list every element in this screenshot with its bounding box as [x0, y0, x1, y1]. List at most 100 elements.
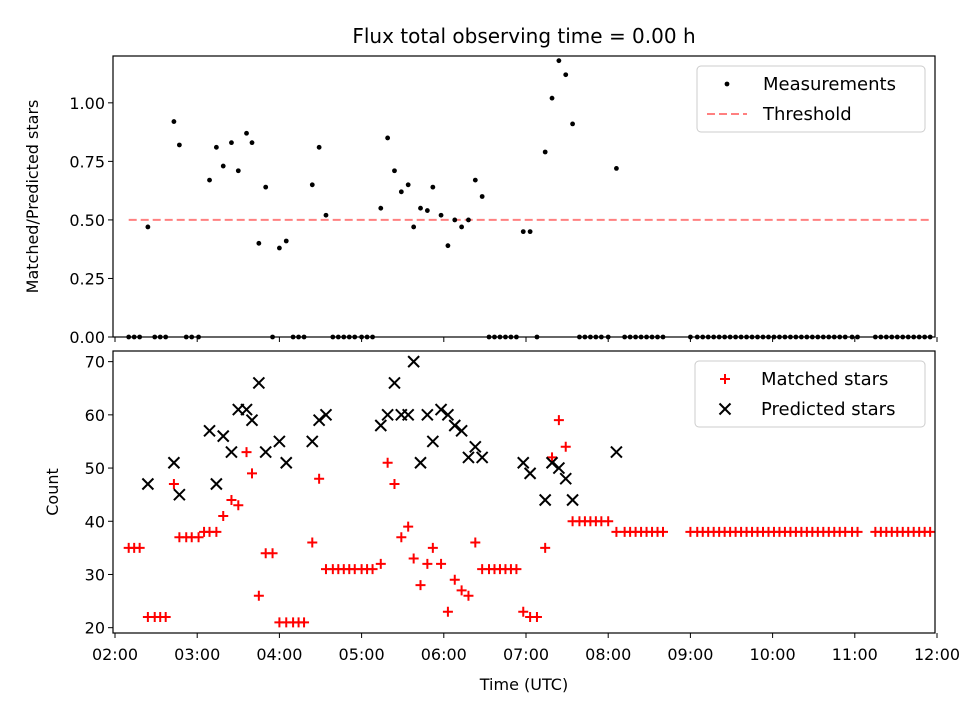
- data-point: [545, 456, 559, 469]
- data-point: [462, 451, 475, 464]
- data-point: [925, 526, 936, 537]
- data-point: [415, 580, 426, 591]
- data-point: [531, 612, 542, 623]
- data-point: [552, 461, 566, 475]
- data-point: [603, 516, 614, 527]
- plot-frame: [112, 55, 936, 338]
- data-point: [724, 81, 730, 87]
- data-point: [167, 456, 181, 469]
- data-point: [280, 456, 293, 469]
- y-tick-label: 0.75: [69, 152, 105, 171]
- data-point: [381, 408, 394, 422]
- data-point: [283, 238, 289, 244]
- y-tick-label: 70: [85, 353, 105, 372]
- data-point: [375, 558, 386, 569]
- data-point: [459, 224, 465, 230]
- y-tick-label: 20: [85, 619, 105, 638]
- data-point: [463, 590, 474, 601]
- data-point: [145, 224, 151, 230]
- data-point: [319, 408, 333, 422]
- data-point: [398, 189, 404, 195]
- data-point: [456, 585, 467, 596]
- data-point: [614, 166, 619, 171]
- data-point: [374, 419, 387, 432]
- data-point: [430, 184, 436, 190]
- data-point: [378, 205, 384, 211]
- y-tick-label: 0.25: [69, 269, 105, 288]
- data-point: [207, 177, 212, 183]
- data-point: [259, 445, 272, 459]
- data-point: [273, 435, 286, 448]
- data-point: [511, 564, 522, 575]
- data-point: [563, 72, 569, 78]
- data-point: [225, 445, 238, 459]
- y-tick-label: 30: [85, 565, 105, 584]
- data-point: [610, 445, 623, 459]
- data-point: [720, 374, 730, 384]
- y-tick-label: 40: [85, 512, 105, 531]
- y-tick-label: 60: [85, 406, 105, 425]
- data-point: [309, 182, 315, 188]
- data-point: [470, 537, 481, 548]
- data-point: [527, 229, 533, 235]
- data-point: [475, 451, 489, 464]
- data-point: [407, 355, 420, 368]
- data-point: [134, 542, 145, 553]
- data-point: [427, 542, 438, 553]
- data-point: [312, 413, 326, 427]
- data-point: [267, 548, 278, 559]
- data-point: [547, 452, 558, 463]
- data-point: [256, 240, 262, 246]
- data-point: [307, 537, 318, 548]
- x-tick-label: 12:00: [914, 645, 960, 664]
- top-panel: 0.00 0.25 0.50 0.75 1.00 Matched/Predicted st…: [23, 55, 938, 347]
- data-point: [452, 217, 458, 223]
- x-tick-label: 02:00: [92, 645, 138, 664]
- x-tick-label: 10:00: [750, 645, 796, 664]
- y-tick-label: 0.50: [69, 211, 105, 230]
- data-point: [323, 212, 329, 218]
- x-tick-label: 07:00: [503, 645, 549, 664]
- data-point: [517, 456, 530, 469]
- data-point: [193, 532, 204, 543]
- data-point: [418, 205, 423, 211]
- data-point: [434, 403, 448, 416]
- legend-label: Predicted stars: [761, 399, 895, 420]
- data-point: [538, 493, 552, 507]
- data-point: [382, 457, 393, 468]
- data-point: [241, 447, 252, 458]
- data-point: [226, 494, 237, 505]
- data-point: [253, 590, 264, 601]
- legend-box: [694, 360, 926, 428]
- data-point: [229, 140, 234, 146]
- data-point: [240, 403, 253, 416]
- data-point: [442, 606, 453, 617]
- data-point: [244, 130, 249, 136]
- data-point: [560, 441, 571, 452]
- data-point: [213, 144, 219, 150]
- data-point: [566, 493, 579, 507]
- x-tick-label: 08:00: [585, 645, 631, 664]
- data-point: [247, 468, 257, 479]
- legend-box: [696, 65, 926, 133]
- data-point: [449, 574, 460, 585]
- data-point: [249, 140, 255, 146]
- data-point: [469, 440, 482, 453]
- data-point: [445, 243, 451, 249]
- data-point: [396, 532, 407, 543]
- data-point: [235, 168, 241, 174]
- x-tick-label: 09:00: [667, 645, 713, 664]
- y-tick-label: 0.00: [69, 328, 105, 347]
- data-point: [389, 479, 400, 490]
- data-point: [388, 376, 401, 390]
- legend-label: Measurements: [763, 74, 896, 95]
- bottom-panel: 20 30 40 50 60 70 02:00 03:00 04:00 05:00 06:00 07:…: [43, 350, 960, 694]
- data-point: [233, 500, 244, 511]
- data-point: [520, 229, 526, 235]
- data-point: [559, 472, 572, 485]
- data-point: [217, 429, 230, 443]
- data-point: [299, 617, 310, 628]
- y-tick-label: 1.00: [69, 94, 105, 113]
- x-tick-label: 05:00: [339, 645, 385, 664]
